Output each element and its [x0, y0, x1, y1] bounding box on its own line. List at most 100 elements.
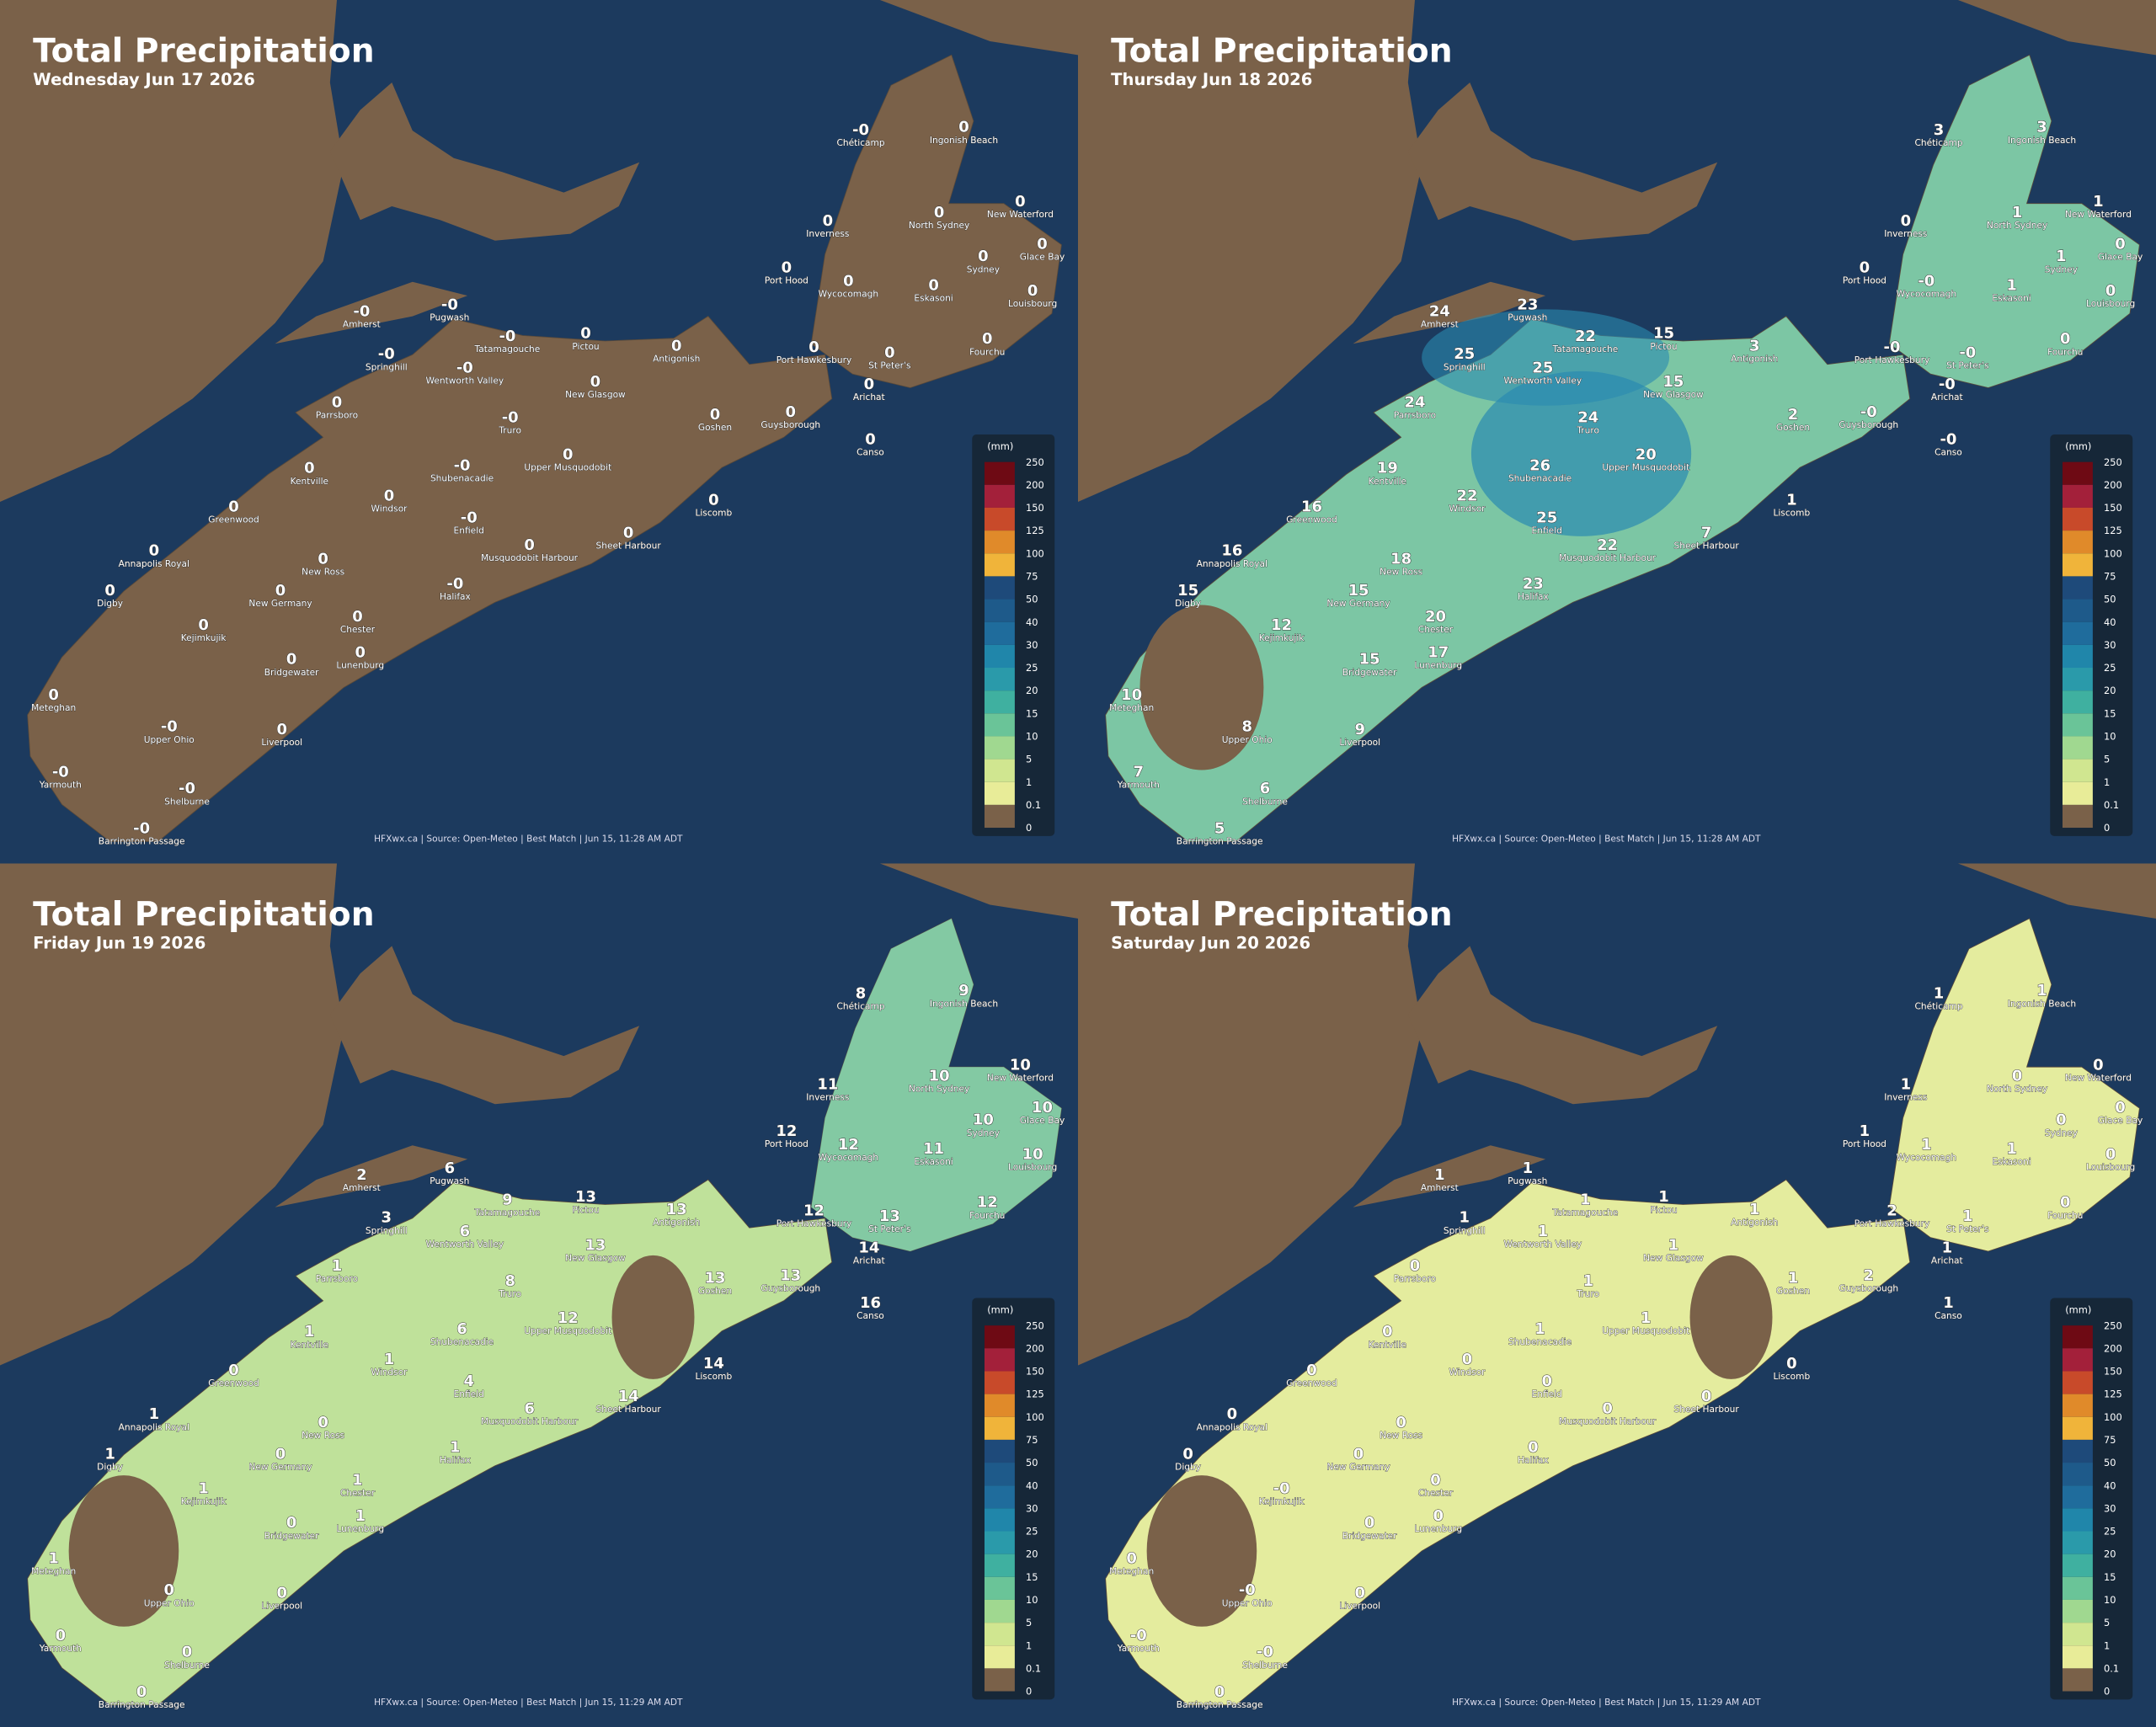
- legend-label: 25: [1026, 1526, 1038, 1538]
- city-value: 25: [1532, 360, 1553, 377]
- city-name: Wentworth Valley: [1503, 1239, 1582, 1250]
- city-name: Goshen: [698, 1286, 732, 1297]
- city-value: 13: [704, 1270, 725, 1287]
- city-value: 3: [1749, 337, 1759, 354]
- city-name: New Germany: [1326, 1462, 1390, 1473]
- city-value: 0: [2105, 1146, 2116, 1164]
- legend-swatch: [2062, 1348, 2093, 1372]
- city-value: 14: [703, 1355, 724, 1373]
- legend-swatch: [2062, 621, 2093, 645]
- city-value: 9: [502, 1191, 512, 1208]
- city-name: Amherst: [343, 1182, 381, 1193]
- city-value: 3: [1934, 121, 1944, 139]
- city-value: 0: [2115, 236, 2125, 253]
- city-name: Wycocomagh: [1897, 1152, 1957, 1163]
- legend-label: 5: [1026, 754, 1032, 765]
- legend-label: 1: [2104, 1639, 2110, 1651]
- city-name: Amherst: [1421, 1182, 1459, 1193]
- panel-title: Total Precipitation: [33, 896, 374, 934]
- city-value: 0: [2060, 330, 2070, 348]
- legend-label: 150: [1026, 502, 1044, 514]
- city-value: 0: [1541, 1373, 1551, 1390]
- city-value: 0: [1353, 1446, 1364, 1463]
- city-value: -0: [353, 303, 370, 321]
- city-value: 0: [1354, 1585, 1364, 1602]
- city-value: 25: [1536, 509, 1557, 527]
- city-name: Halifax: [440, 591, 471, 602]
- land: [0, 863, 468, 1366]
- city-value: -0: [1130, 1627, 1147, 1644]
- city-name: Inverness: [1884, 1091, 1928, 1102]
- legend-swatch: [984, 1439, 1015, 1463]
- city-name: Louisbourg: [1008, 1162, 1057, 1173]
- legend-label: 40: [2104, 616, 2116, 628]
- legend-unit: (mm): [987, 440, 1013, 452]
- city-name: Greenwood: [208, 514, 259, 525]
- city-value: 15: [1348, 582, 1369, 600]
- legend-swatch: [2062, 1439, 2093, 1463]
- legend-swatch: [2062, 1554, 2093, 1577]
- city-value: 0: [782, 259, 792, 276]
- legend-label: 25: [1026, 662, 1038, 674]
- city-name: Guysborough: [760, 1282, 820, 1293]
- city-value: 0: [2012, 1068, 2022, 1085]
- city-value: 0: [355, 644, 366, 662]
- city-name: Springhill: [1444, 361, 1486, 372]
- legend-label: 125: [1026, 525, 1044, 536]
- city-value: 17: [1428, 644, 1449, 662]
- legend-swatch: [2062, 1531, 2093, 1554]
- city-name: Goshen: [698, 422, 732, 433]
- city-name: Barrington Passage: [99, 1699, 185, 1710]
- city-value: 9: [1354, 721, 1364, 738]
- legend-swatch: [2062, 1416, 2093, 1440]
- city-name: Annapolis Royal: [119, 558, 189, 569]
- city-name: Lunenburg: [1414, 660, 1462, 671]
- legend-swatch: [984, 668, 1015, 691]
- city-value: 0: [275, 582, 286, 600]
- city-name: Digby: [1175, 598, 1201, 609]
- legend-swatch: [2062, 668, 2093, 691]
- city-value: 1: [304, 1323, 314, 1341]
- city-name: Yarmouth: [1117, 780, 1160, 791]
- legend-swatch: [984, 1485, 1015, 1509]
- city-name: Upper Musquodobit: [524, 461, 611, 472]
- city-value: 2: [1886, 1202, 1897, 1220]
- legend-swatch: [2062, 1463, 2093, 1486]
- legend-label: 50: [2104, 1457, 2116, 1468]
- city-name: Shubenacadie: [430, 473, 494, 484]
- city-value: 1: [1582, 1272, 1593, 1290]
- city-name: Bridgewater: [264, 1530, 319, 1541]
- city-value: 0: [1901, 212, 1911, 230]
- city-name: Enfield: [1532, 525, 1562, 536]
- city-value: 4: [463, 1373, 473, 1390]
- city-value: 12: [803, 1202, 825, 1220]
- legend-label: 250: [1026, 456, 1044, 468]
- city-value: 0: [2060, 1194, 2070, 1212]
- city-value: 0: [708, 491, 718, 509]
- city-name: Upper Ohio: [1222, 1597, 1273, 1608]
- city-value: 15: [1359, 651, 1380, 669]
- legend-label: 0: [2104, 822, 2110, 834]
- legend: (mm) 250 200 150 125 100 75 50 40 30 25 20 15 10 5 1 0.1…: [2050, 434, 2133, 836]
- land: [1078, 0, 1546, 503]
- legend-label: 200: [1026, 1342, 1044, 1354]
- city-value: 25: [1454, 345, 1475, 363]
- city-value: 3: [382, 1209, 392, 1227]
- city-name: Annapolis Royal: [1197, 1421, 1267, 1432]
- city-value: 0: [1602, 1400, 1612, 1418]
- city-value: 0: [1860, 259, 1870, 276]
- city-name: Upper Musquodobit: [1602, 1325, 1689, 1336]
- city-value: 2: [356, 1166, 366, 1184]
- city-value: 13: [780, 1266, 801, 1284]
- legend-swatch: [2062, 461, 2093, 485]
- city-value: 6: [456, 1320, 467, 1338]
- city-value: 8: [1242, 718, 1252, 736]
- legend-swatch: [984, 781, 1015, 805]
- city-value: 1: [1434, 1166, 1444, 1184]
- city-name: Parrsboro: [1394, 409, 1436, 420]
- legend-label: 50: [2104, 594, 2116, 605]
- legend-label: 15: [1026, 707, 1038, 719]
- city-name: Halifax: [440, 1454, 471, 1465]
